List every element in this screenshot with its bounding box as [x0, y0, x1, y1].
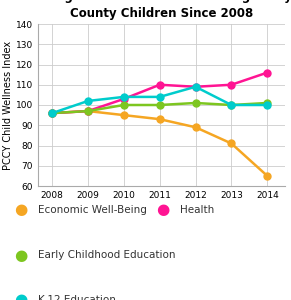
- Economic Well-Being: [230, 142, 233, 145]
- Health: [230, 83, 233, 86]
- Health: [194, 85, 197, 88]
- K-12 Education: [122, 95, 126, 99]
- Line: Health: Health: [49, 69, 271, 117]
- K-12 Education: [50, 111, 54, 115]
- Health: [265, 71, 269, 74]
- Title: Change in the Wellness of Montgomery
County Children Since 2008: Change in the Wellness of Montgomery Cou…: [31, 0, 291, 20]
- Health: [86, 109, 90, 113]
- Economic Well-Being: [86, 109, 90, 113]
- Economic Well-Being: [194, 125, 197, 129]
- Early Childhood Education: [50, 111, 54, 115]
- Text: ●: ●: [14, 292, 27, 300]
- Line: Economic Well-Being: Economic Well-Being: [49, 108, 271, 179]
- Text: Economic Well-Being: Economic Well-Being: [38, 205, 147, 215]
- K-12 Education: [194, 85, 197, 88]
- Text: ●: ●: [14, 248, 27, 262]
- Economic Well-Being: [265, 174, 269, 178]
- Text: K-12 Education: K-12 Education: [38, 295, 116, 300]
- Line: K-12 Education: K-12 Education: [49, 83, 271, 117]
- Early Childhood Education: [86, 109, 90, 113]
- K-12 Education: [265, 103, 269, 107]
- Early Childhood Education: [122, 103, 126, 107]
- Text: Health: Health: [180, 205, 215, 215]
- Text: Early Childhood Education: Early Childhood Education: [38, 250, 175, 260]
- Early Childhood Education: [158, 103, 162, 107]
- Economic Well-Being: [122, 113, 126, 117]
- Economic Well-Being: [50, 111, 54, 115]
- K-12 Education: [230, 103, 233, 107]
- Line: Early Childhood Education: Early Childhood Education: [49, 100, 271, 117]
- Text: ●: ●: [14, 202, 27, 217]
- Health: [158, 83, 162, 86]
- Early Childhood Education: [230, 103, 233, 107]
- Text: ●: ●: [156, 202, 170, 217]
- Health: [50, 111, 54, 115]
- Health: [122, 97, 126, 101]
- Early Childhood Education: [265, 101, 269, 105]
- Economic Well-Being: [158, 117, 162, 121]
- Y-axis label: PCCY Child Wellness Index: PCCY Child Wellness Index: [3, 40, 13, 169]
- K-12 Education: [86, 99, 90, 103]
- K-12 Education: [158, 95, 162, 99]
- Early Childhood Education: [194, 101, 197, 105]
